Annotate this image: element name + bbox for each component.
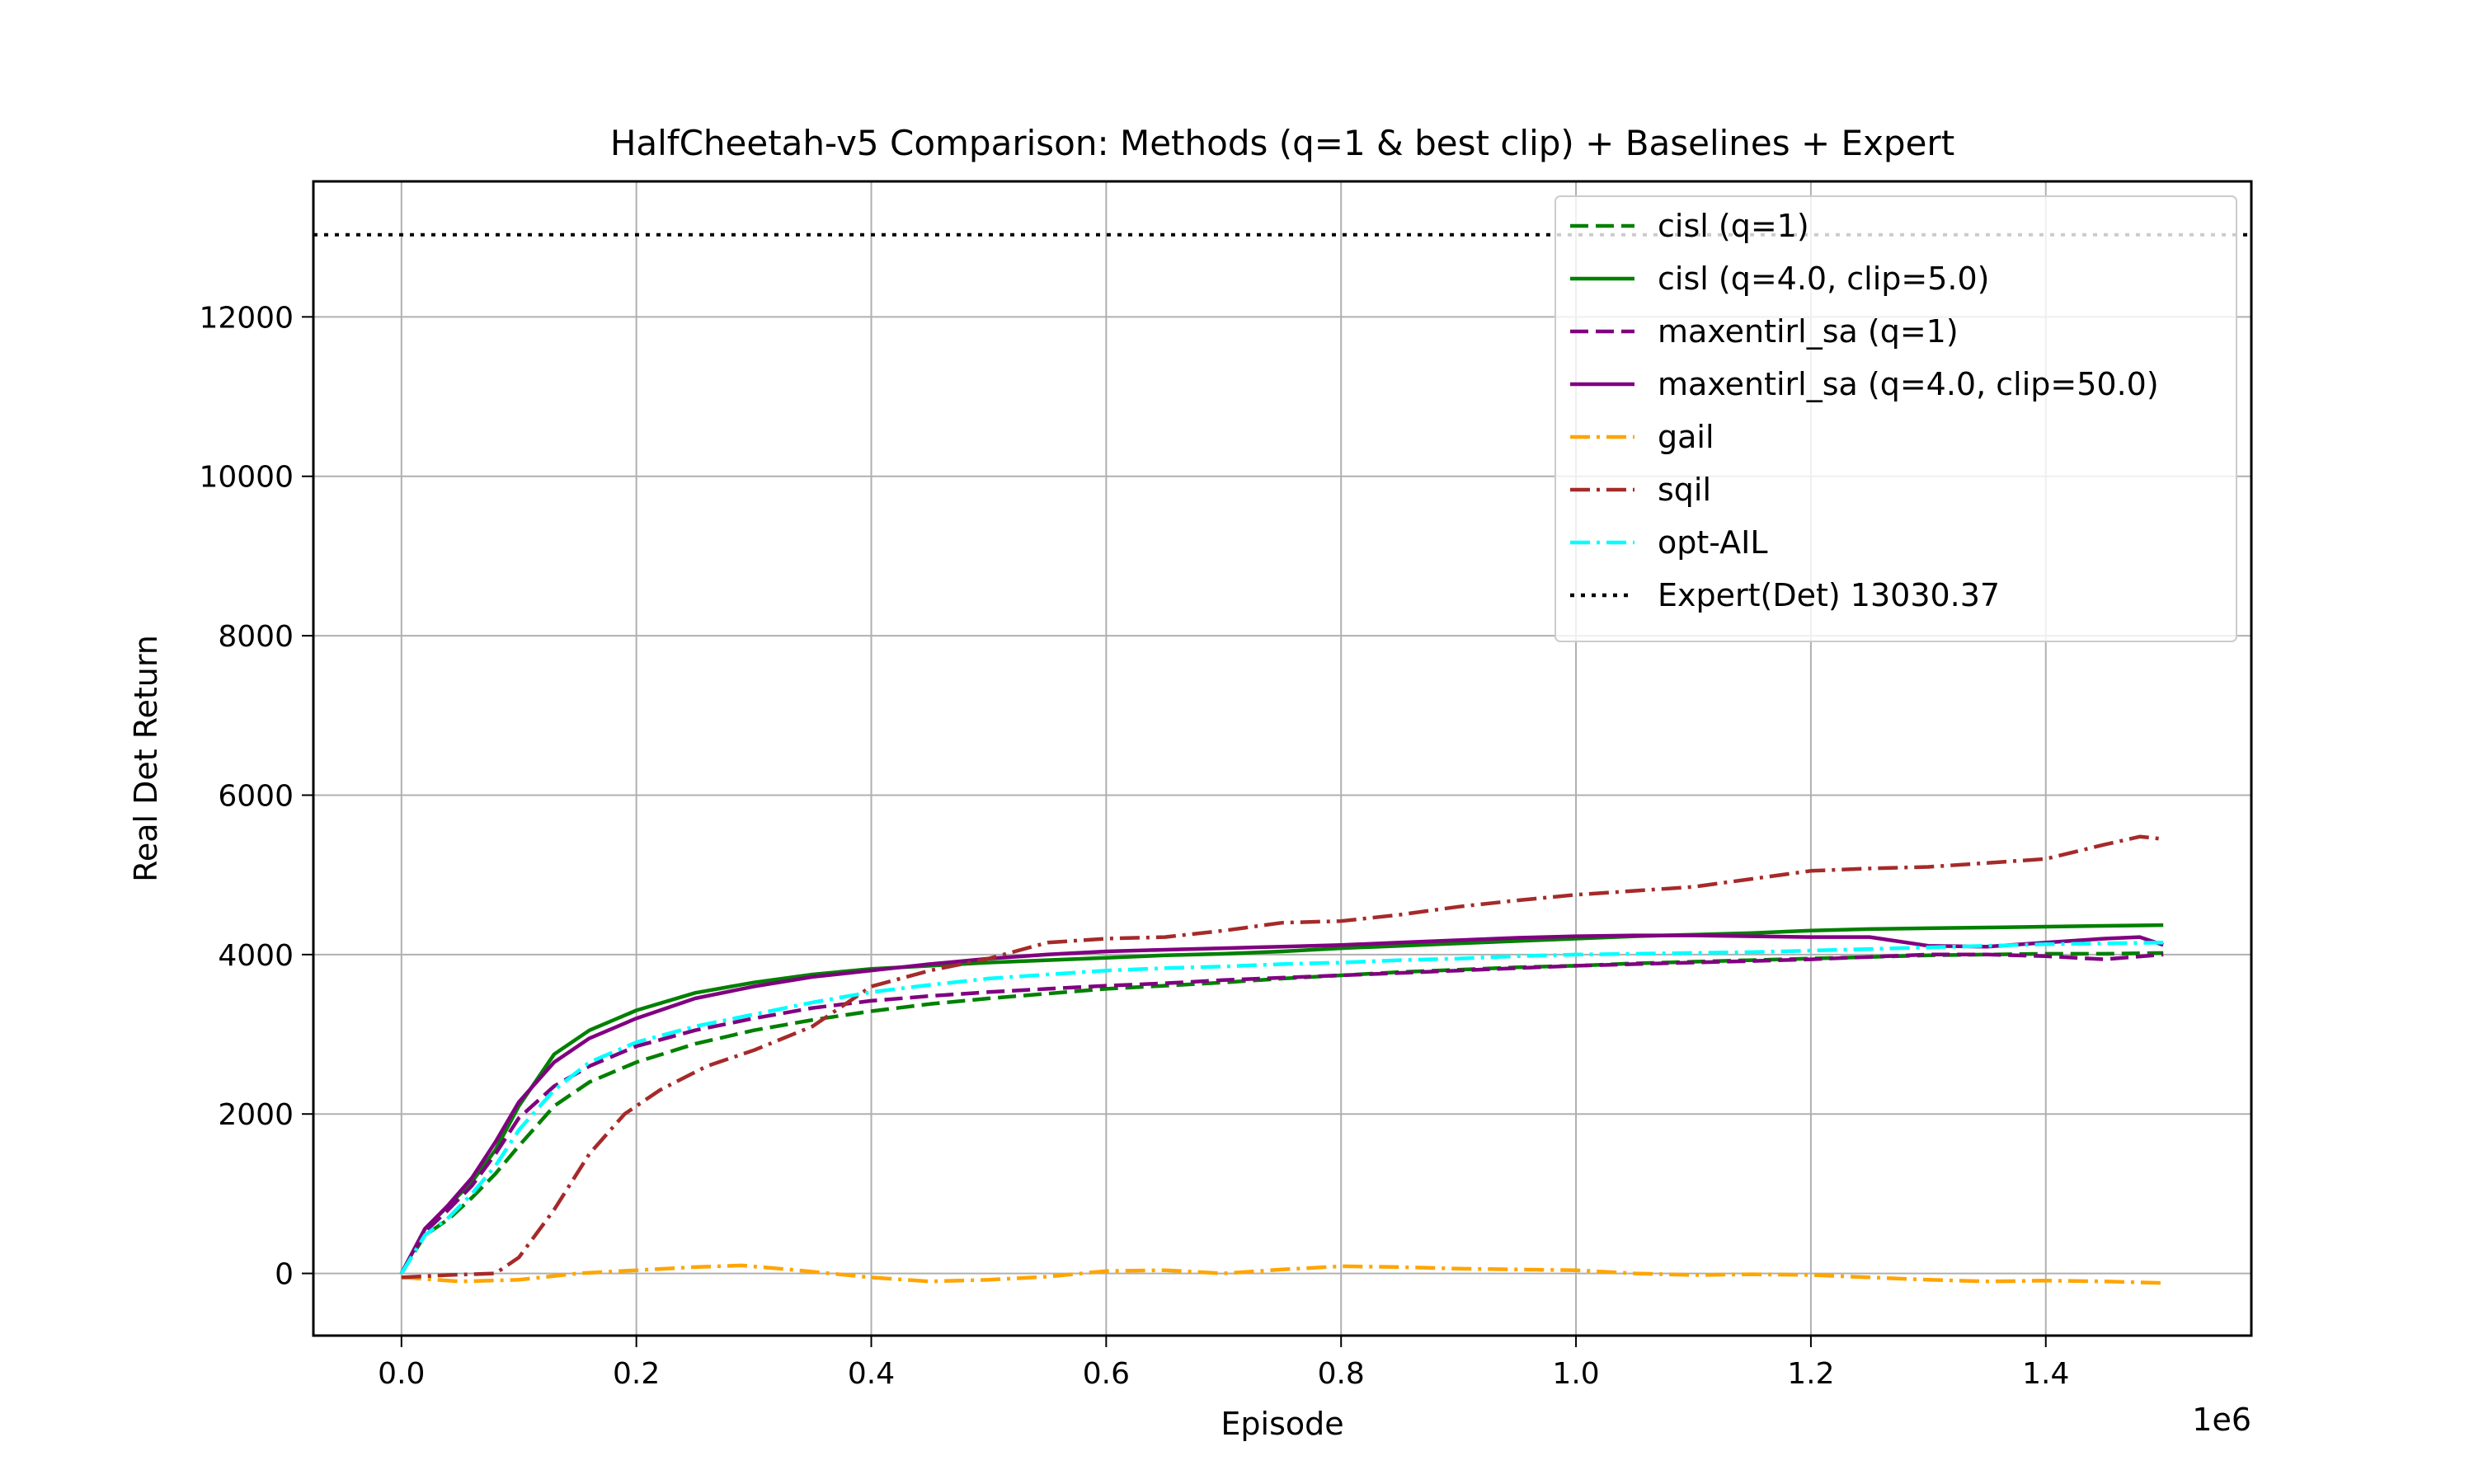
- series-line-cisl-q-4-0-clip-5-0: [399, 923, 2164, 1275]
- axis-ticks: 0.0 0.2 0.4 0.6 0.8 1.0 1.2 1.4 0 2000 4000 6000 800…: [199, 301, 2069, 1391]
- legend-entry-label: cisl (q=4.0, clip=5.0): [1658, 261, 1990, 297]
- y-tick-label: 10000: [199, 461, 294, 495]
- legend-entry-label: Expert(Det) 13030.37: [1658, 577, 2000, 613]
- x-tick-label: 1.0: [1552, 1357, 1599, 1391]
- plot-series: [313, 232, 2251, 1285]
- series-line-maxentirl-sa-q-1: [399, 952, 2164, 1275]
- y-axis-label: Real Det Return: [128, 635, 164, 882]
- y-tick-label: 6000: [218, 779, 294, 813]
- legend-entry-label: gail: [1658, 419, 1714, 455]
- legend-entry-label: opt-AIL: [1658, 524, 1768, 561]
- legend-box: [1554, 195, 2237, 642]
- y-tick-label: 12000: [199, 301, 294, 335]
- legend-entry-label: maxentirl_sa (q=1): [1658, 313, 1959, 350]
- legend-entry-label: cisl (q=1): [1658, 208, 1809, 244]
- legend-entry-label: sqil: [1658, 472, 1711, 508]
- legend: cisl (q=1) cisl (q=4.0, clip=5.0) maxentir…: [1554, 195, 2237, 642]
- series-line-opt-ail: [399, 941, 2164, 1275]
- x-scale-offset-label: 1e6: [2192, 1402, 2251, 1438]
- x-tick-label: 0.8: [1318, 1357, 1365, 1391]
- series-line-maxentirl-sa-q-4-0-clip-50-0: [399, 933, 2164, 1275]
- y-tick-label: 2000: [218, 1098, 294, 1132]
- y-tick-label: 8000: [218, 620, 294, 654]
- chart-title: HalfCheetah-v5 Comparison: Methods (q=1 …: [610, 123, 1954, 163]
- series-line-sqil: [401, 834, 2164, 1280]
- x-axis-label: Episode: [1221, 1406, 1343, 1442]
- legend-entry-label: maxentirl_sa (q=4.0, clip=50.0): [1658, 366, 2159, 402]
- y-tick-label: 4000: [218, 939, 294, 973]
- x-tick-label: 0.4: [848, 1357, 895, 1391]
- y-tick-label: 0: [275, 1258, 294, 1292]
- x-tick-label: 0.6: [1083, 1357, 1130, 1391]
- x-tick-label: 1.4: [2022, 1357, 2069, 1391]
- plot-frame: [312, 180, 2253, 1337]
- x-tick-label: 0.2: [613, 1357, 660, 1391]
- x-tick-label: 1.2: [1787, 1357, 1834, 1391]
- series-line-gail: [401, 1263, 2164, 1285]
- x-tick-label: 0.0: [378, 1357, 425, 1391]
